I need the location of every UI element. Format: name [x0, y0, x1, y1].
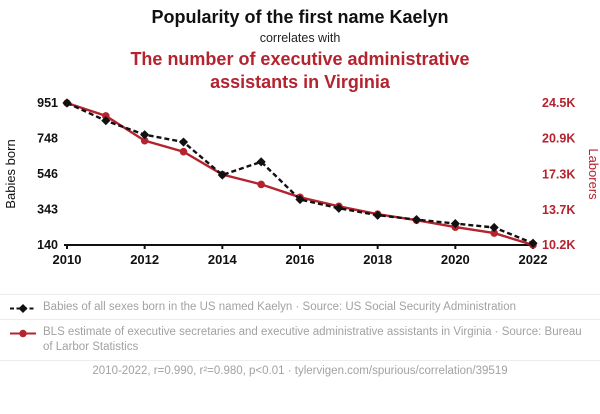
svg-text:2010: 2010 — [53, 252, 82, 267]
chart-red-title: The number of executive administrative a… — [130, 49, 470, 92]
svg-text:2018: 2018 — [363, 252, 392, 267]
svg-text:2020: 2020 — [441, 252, 470, 267]
chart-title: Popularity of the first name Kaelyn — [151, 7, 449, 27]
legend: Babies of all sexes born in the US named… — [0, 294, 600, 359]
svg-text:2014: 2014 — [208, 252, 238, 267]
svg-text:20.9K: 20.9K — [542, 132, 575, 146]
svg-text:748: 748 — [37, 132, 58, 146]
legend-row-babies: Babies of all sexes born in the US named… — [0, 294, 600, 319]
footer-stats-and-url: 2010-2022, r=0.990, r²=0.980, p<0.01 · t… — [0, 360, 600, 377]
chart-header: Popularity of the first name Kaelyn corr… — [0, 0, 600, 93]
svg-text:24.5K: 24.5K — [542, 96, 575, 110]
svg-text:Babies born: Babies born — [3, 140, 18, 209]
svg-text:2022: 2022 — [519, 252, 548, 267]
svg-text:140: 140 — [37, 238, 58, 252]
svg-text:343: 343 — [37, 203, 58, 217]
chart-subtitle: correlates with — [259, 31, 341, 46]
svg-text:2012: 2012 — [130, 252, 159, 267]
svg-text:10.2K: 10.2K — [542, 238, 575, 252]
black-dashed-diamond-marker-icon — [10, 304, 36, 314]
svg-text:546: 546 — [37, 167, 58, 181]
svg-text:2016: 2016 — [286, 252, 315, 267]
svg-text:Laborers: Laborers — [586, 149, 600, 201]
svg-text:13.7K: 13.7K — [542, 204, 575, 218]
legend-label-laborers: BLS estimate of executive secretaries an… — [43, 326, 582, 354]
svg-text:17.3K: 17.3K — [542, 168, 575, 182]
legend-label-babies: Babies of all sexes born in the US named… — [43, 301, 517, 314]
chart-area: 2010 2012 2014 2016 2018 2020 2022 951 748 546 343… — [0, 95, 600, 292]
red-line-circle-marker-icon — [10, 330, 36, 338]
svg-text:951: 951 — [37, 96, 58, 110]
legend-row-laborers: BLS estimate of executive secretaries an… — [0, 319, 600, 359]
chart-svg: 2010 2012 2014 2016 2018 2020 2022 951 748 546 343… — [3, 96, 600, 267]
